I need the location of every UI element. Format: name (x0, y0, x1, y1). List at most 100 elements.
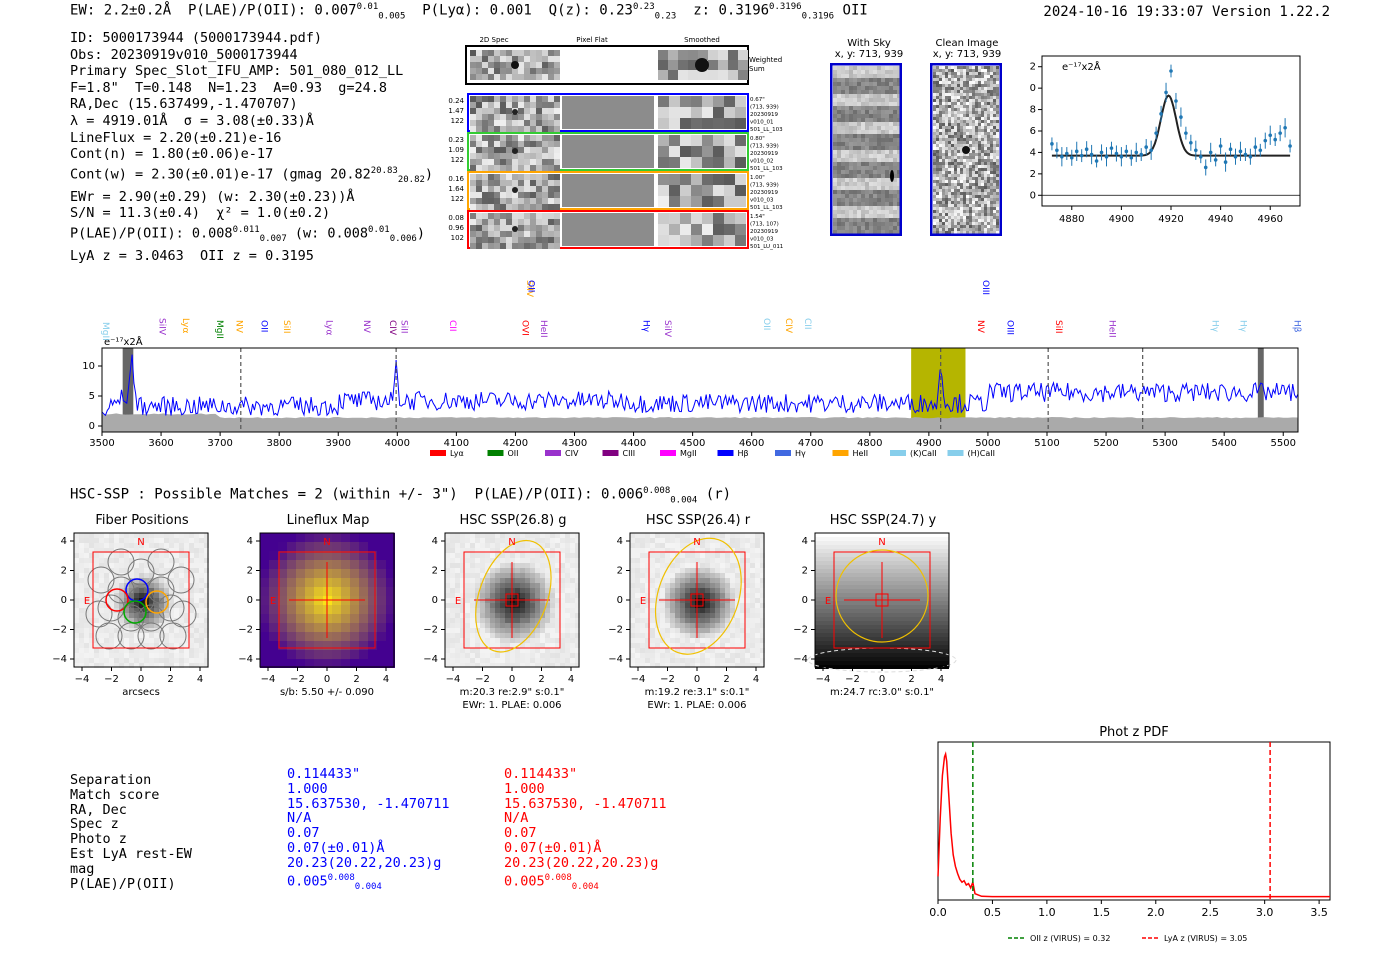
hsc-pixel (665, 533, 670, 538)
sky-pixel (857, 206, 861, 210)
lineflux-pixel (386, 542, 395, 551)
clean-pixel (942, 171, 945, 174)
clean-pixel (996, 114, 999, 117)
clean-pixel (936, 168, 939, 171)
clean-pixel (936, 114, 939, 117)
hsc-pixel (144, 633, 149, 638)
hsc-pixel (665, 553, 670, 558)
panel-caption: s/b: 5.50 +/- 0.090 (280, 687, 374, 698)
hsc-pixel (635, 553, 640, 558)
cutout-pixel (530, 108, 536, 114)
clean-pixel (954, 144, 957, 147)
clean-pixel (966, 111, 969, 114)
clean-pixel (933, 231, 936, 234)
clean-pixel (939, 165, 942, 168)
hsc-pixel (650, 553, 655, 558)
clean-pixel (990, 180, 993, 183)
clean-pixel (978, 150, 981, 153)
clean-pixel (963, 207, 966, 210)
sky-pixel (837, 102, 841, 106)
hsc-pixel (450, 568, 455, 573)
hsc-pixel (74, 568, 79, 573)
lineflux-pixel (377, 587, 386, 596)
hsc-pixel (635, 578, 640, 583)
hsc-pixel (495, 538, 500, 543)
hsc-pixel (680, 588, 685, 593)
panel-xtick-label: −2 (104, 674, 119, 685)
hsc-pixel (540, 623, 545, 628)
clean-pixel (996, 93, 999, 96)
sky-pixel (849, 218, 853, 222)
hsc-pixel (505, 623, 510, 628)
clean-pixel (933, 111, 936, 114)
sky-pixel (885, 90, 889, 94)
spectrum-line-label: HeII (538, 320, 548, 338)
hsc-pixel (184, 653, 189, 658)
clean-pixel (975, 141, 978, 144)
clean-pixel (969, 177, 972, 180)
clean-pixel (969, 90, 972, 93)
clean-pixel (945, 186, 948, 189)
cutout-pixel (724, 135, 735, 146)
hsc-pixel (89, 653, 94, 658)
cutout-pixel (708, 60, 718, 70)
clean-pixel (987, 123, 990, 126)
spectrum-legend-swatch (660, 450, 676, 456)
clean-pixel (936, 204, 939, 207)
hsc-pixel (575, 593, 580, 598)
cutout-pixel (470, 102, 476, 108)
sky-pixel (833, 214, 837, 218)
clean-pixel (972, 120, 975, 123)
clean-pixel (939, 114, 942, 117)
hsc-pixel (505, 563, 510, 568)
hsc-pixel (164, 643, 169, 648)
clean-pixel (990, 174, 993, 177)
hsc-pixel (114, 633, 119, 638)
fit-data-point (1248, 154, 1253, 159)
clean-pixel (996, 225, 999, 228)
sky-pixel (845, 114, 849, 118)
sky-pixel (881, 150, 885, 154)
clean-pixel (942, 114, 945, 117)
hsc-pixel (159, 543, 164, 548)
clean-pixel (945, 198, 948, 201)
clean-pixel (972, 75, 975, 78)
hsc-pixel (84, 623, 89, 628)
sky-pixel (889, 158, 893, 162)
clean-pixel (936, 117, 939, 120)
clean-pixel (993, 126, 996, 129)
hsc-pixel (570, 613, 575, 618)
clean-pixel (969, 180, 972, 183)
sky-pixel (873, 98, 877, 102)
hsc-pixel (650, 598, 655, 603)
hsc-pixel (104, 663, 109, 668)
clean-pixel (981, 120, 984, 123)
hsc-pixel (675, 538, 680, 543)
hsc-pixel (470, 593, 475, 598)
aperture-box (463, 551, 561, 649)
clean-pixel (945, 228, 948, 231)
sky-pixel (833, 110, 837, 114)
hsc-pixel (465, 663, 470, 668)
clean-pixel (945, 78, 948, 81)
clean-pixel (951, 144, 954, 147)
sky-pixel (877, 70, 881, 74)
cutout-pixel (738, 60, 748, 70)
hsc-pixel (204, 553, 209, 558)
clean-pixel (981, 78, 984, 81)
cutout-pixel (728, 50, 738, 60)
hsc-pixel (525, 643, 530, 648)
clean-pixel (978, 105, 981, 108)
clean-pixel (963, 219, 966, 222)
hsc-pixel (550, 598, 555, 603)
hsc-pixel (520, 638, 525, 643)
hsc-pixel (154, 613, 159, 618)
clean-pixel (954, 156, 957, 159)
sky-pixel (869, 134, 873, 138)
cutout-pixel (512, 231, 518, 237)
fit-data-point (1149, 148, 1153, 153)
hsc-pixel (455, 638, 460, 643)
clean-pixel (987, 174, 990, 177)
sky-pixel (897, 226, 901, 230)
clean-pixel (954, 123, 957, 126)
